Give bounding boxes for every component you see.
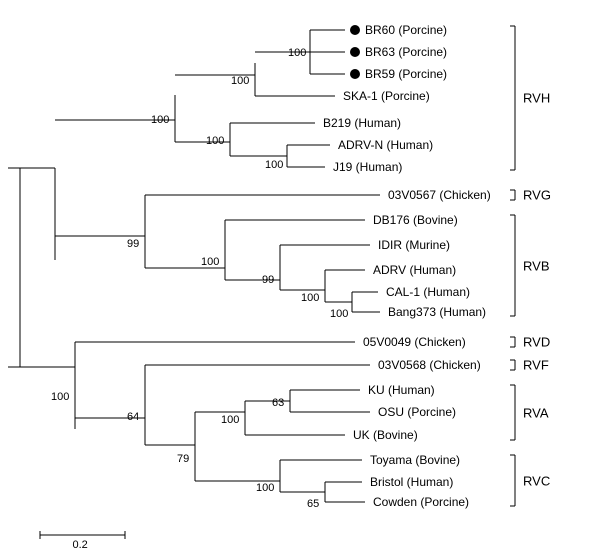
taxon-label: BR63 (Porcine) [365,46,447,58]
bootstrap-value: 63 [272,398,284,409]
bootstrap-value: 100 [265,160,283,171]
taxon-label: CAL-1 (Human) [386,286,470,298]
bootstrap-value: 100 [51,392,69,403]
taxon-label: B219 (Human) [323,117,401,129]
bootstrap-value: 100 [151,115,169,126]
taxon-label: KU (Human) [368,384,435,396]
taxon-label: 03V0568 (Chicken) [378,359,481,371]
marker-dot [350,69,360,79]
bootstrap-value: 99 [127,239,139,250]
marker-dot [350,47,360,57]
bootstrap-value: 79 [177,454,189,465]
bootstrap-value: 100 [330,309,348,320]
bootstrap-value: 100 [231,76,249,87]
taxon-label: 05V0049 (Chicken) [363,336,466,348]
bootstrap-value: 100 [288,48,306,59]
group-bracket-label: RVD [523,336,550,349]
taxon-label: Bristol (Human) [370,476,453,488]
group-bracket-label: RVG [523,189,551,202]
scale-bar-label: 0.2 [73,539,88,551]
taxon-label: Cowden (Porcine) [373,496,469,508]
bootstrap-value: 100 [206,136,224,147]
taxon-label: UK (Bovine) [353,429,418,441]
taxon-label: Toyama (Bovine) [370,454,460,466]
taxon-label: ADRV (Human) [373,264,456,276]
group-bracket-label: RVF [523,359,549,372]
bootstrap-value: 65 [307,499,319,510]
bootstrap-value: 99 [262,275,274,286]
marker-dot [350,25,360,35]
bootstrap-value: 100 [221,415,239,426]
bootstrap-value: 64 [127,412,139,423]
bootstrap-value: 100 [256,483,274,494]
taxon-label: DB176 (Bovine) [373,214,458,226]
taxon-label: Bang373 (Human) [388,306,486,318]
group-bracket-label: RVA [523,406,549,419]
taxon-label: IDIR (Murine) [378,239,450,251]
taxon-label: OSU (Porcine) [378,406,456,418]
group-bracket-label: RVH [523,92,550,105]
bootstrap-value: 100 [201,257,219,268]
tree-svg [0,0,600,554]
group-bracket-label: RVB [523,259,550,272]
taxon-label: BR59 (Porcine) [365,68,447,80]
bootstrap-value: 100 [301,293,319,304]
taxon-label: SKA-1 (Porcine) [343,90,430,102]
taxon-label: ADRV-N (Human) [338,139,433,151]
taxon-label: BR60 (Porcine) [365,24,447,36]
taxon-label: J19 (Human) [333,161,402,173]
phylo-tree-figure: BR60 (Porcine) BR63 (Porcine) BR59 (Porcin… [0,0,600,554]
taxon-label: 03V0567 (Chicken) [388,189,491,201]
group-bracket-label: RVC [523,474,550,487]
